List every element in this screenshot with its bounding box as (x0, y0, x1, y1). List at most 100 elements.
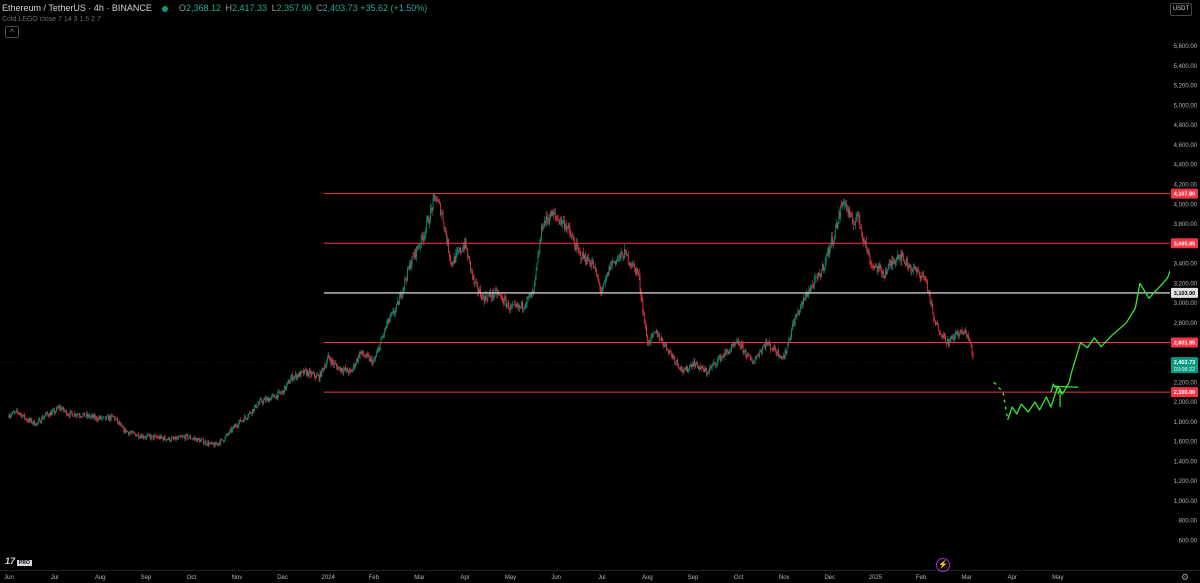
candle-body (592, 261, 594, 263)
candle-body (359, 351, 361, 358)
candle-body (294, 373, 296, 377)
flash-icon[interactable]: ⚡ (936, 558, 950, 572)
level-price-label: 4,107.80 (1174, 192, 1195, 198)
symbol-title[interactable]: Ethereum / TetherUS · 4h · BINANCE (2, 3, 152, 13)
candle-body (243, 416, 245, 422)
candle-body (806, 293, 808, 297)
candle-body (954, 336, 956, 340)
candle-body (761, 348, 763, 353)
candle-body (968, 340, 970, 342)
candle-body (250, 411, 252, 414)
candle-body (318, 375, 320, 381)
candle-body (949, 338, 951, 341)
candle-body (824, 261, 826, 268)
candle-body (894, 261, 895, 264)
candle-body (109, 416, 111, 420)
candle-body (609, 266, 611, 271)
candle-body (357, 354, 359, 362)
candle-body (221, 439, 222, 440)
candle-body (861, 228, 863, 234)
candle-body (58, 406, 60, 409)
horizontal-levels[interactable] (0, 193, 1170, 393)
candle-body (310, 371, 312, 376)
price-tick-label: 2,200.00 (1174, 380, 1198, 386)
candle-body (546, 215, 548, 220)
candle-body (444, 227, 446, 229)
candle-body (607, 272, 609, 275)
candle-body (725, 351, 727, 353)
candle-body (846, 207, 848, 209)
candle-body (890, 260, 892, 266)
candle-body (576, 242, 578, 247)
candle-body (741, 343, 743, 345)
level-price-tag[interactable] (1171, 188, 1198, 199)
candle-body (156, 437, 158, 438)
candle-body (506, 304, 508, 307)
indicator-legend[interactable]: Cold LEGO close 7 14 3 1.5 2 7 (2, 16, 101, 23)
level-price-label: 2,100.00 (1174, 390, 1195, 396)
candle-body (309, 370, 311, 372)
candle-body (424, 235, 426, 237)
candle-body (436, 200, 438, 202)
candle-body (21, 413, 23, 418)
level-price-tag[interactable] (1171, 238, 1198, 249)
candle-body (97, 419, 98, 421)
candle-body (296, 375, 298, 379)
candle-body (750, 359, 752, 361)
candle-body (45, 414, 46, 416)
candle-body (76, 415, 77, 416)
breakout-line[interactable] (1053, 385, 1079, 388)
candle-body (365, 356, 366, 358)
candle-body (314, 372, 315, 377)
price-tick-label: 800.00 (1179, 519, 1198, 525)
candle-body (52, 410, 54, 412)
currency-button[interactable]: USDT (1170, 3, 1192, 16)
candle-body (968, 335, 969, 341)
candle-body (578, 249, 580, 251)
candle-body (355, 364, 356, 368)
candle-body (399, 292, 401, 298)
candle-body (540, 238, 542, 244)
level-price-tag[interactable] (1171, 387, 1198, 398)
candle-body (439, 201, 440, 204)
candle-body (795, 316, 797, 318)
candle-body (764, 344, 766, 348)
candle-body (356, 359, 357, 365)
time-axis[interactable]: Jun Jul Aug Sep Oct Nov Dec 2024 Feb Mar Apr May Jun… (0, 570, 1200, 582)
candle-body (111, 414, 113, 416)
candle-body (150, 435, 152, 439)
candle-body (305, 369, 307, 376)
breakout-hook[interactable] (1050, 382, 1059, 393)
candle-body (843, 202, 845, 205)
candle-body (667, 348, 668, 351)
candle-body (300, 371, 302, 377)
candle-body (839, 212, 841, 217)
candle-body (262, 402, 263, 404)
candle-body (222, 439, 223, 441)
level-price-tag[interactable] (1171, 287, 1198, 298)
candle-body (760, 350, 761, 352)
projection-drawing[interactable] (993, 170, 1200, 421)
chevron-up-icon[interactable]: ˄ (5, 26, 19, 38)
candle-body (174, 436, 176, 440)
candle-body (642, 300, 644, 313)
candle-body (495, 289, 497, 291)
candle-body (41, 417, 43, 423)
gear-icon[interactable]: ⚙ (1181, 572, 1190, 582)
candle-body (200, 440, 201, 443)
candle-body (850, 214, 852, 217)
last-price-tag[interactable] (1171, 357, 1198, 374)
candle-body (606, 272, 608, 277)
projection-dashed-path[interactable] (993, 381, 1009, 420)
candle-body (685, 368, 687, 371)
candle-body (845, 202, 847, 209)
candle-body (336, 366, 338, 370)
price-axis[interactable]: 600.00 800.00 1,000.00 1,200.00 1,400.00 1,60… (1170, 0, 1200, 583)
level-price-tag[interactable] (1171, 337, 1198, 348)
candle-body (208, 441, 210, 446)
candle-body (462, 246, 464, 252)
candle-body (178, 436, 180, 439)
candle-body (265, 398, 267, 402)
candle-body (253, 406, 255, 412)
